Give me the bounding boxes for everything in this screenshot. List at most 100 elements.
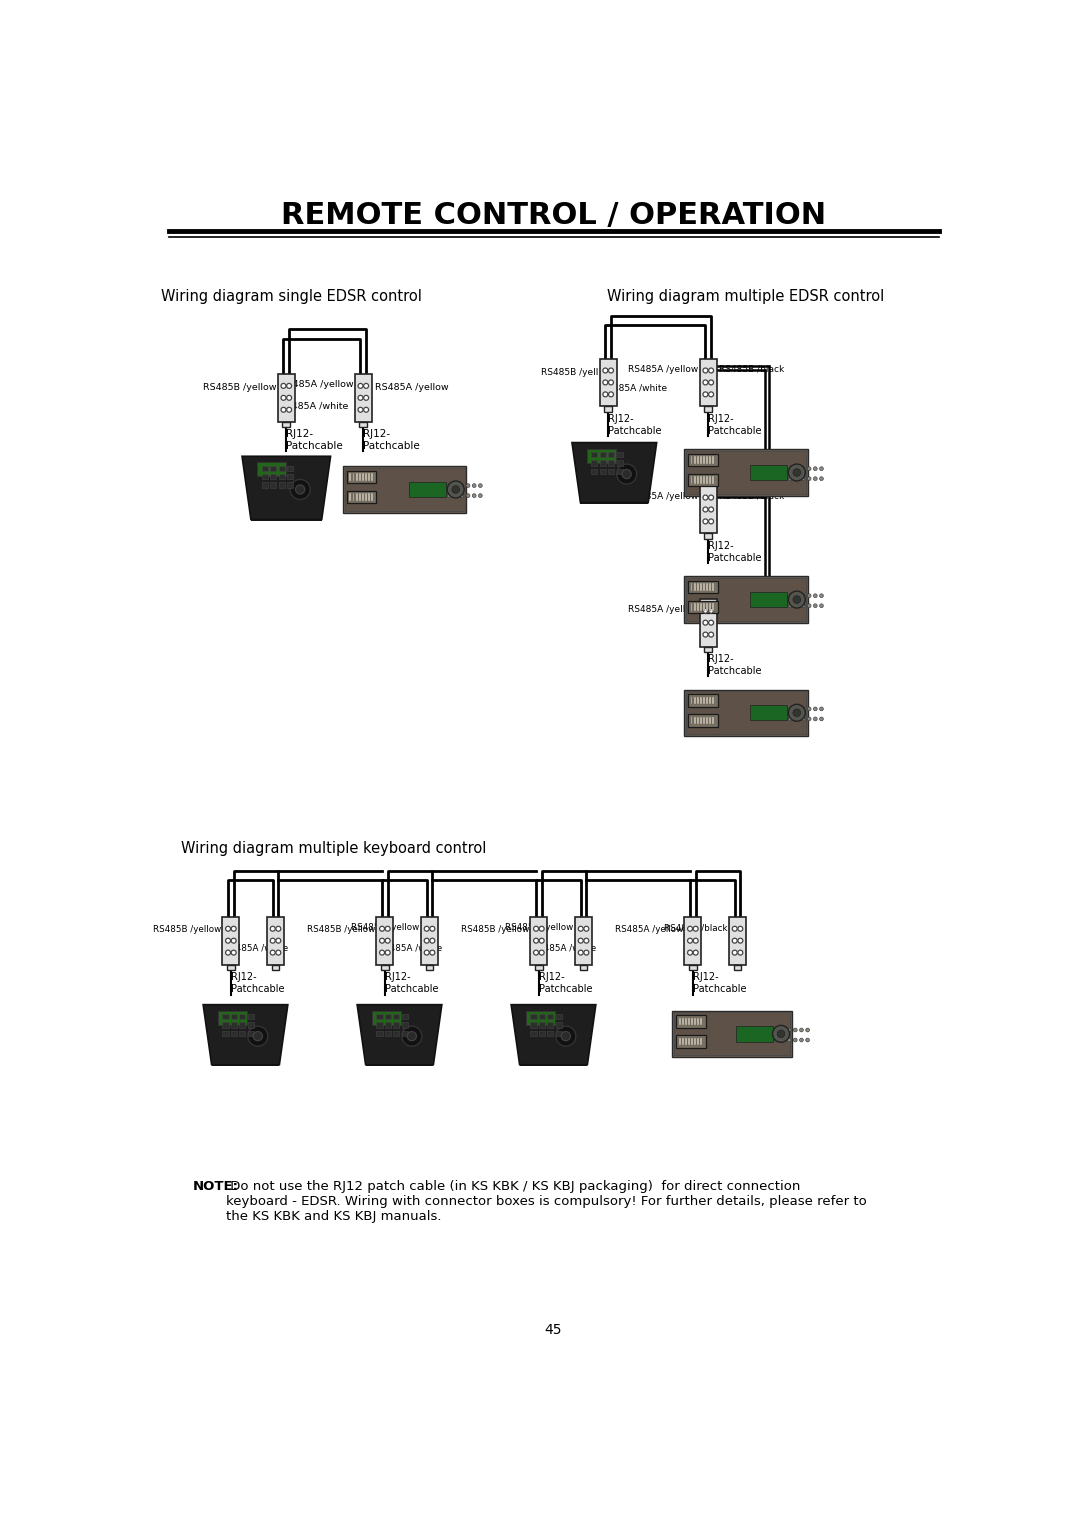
Bar bbox=[750, 592, 787, 607]
Bar bbox=[688, 601, 717, 613]
Bar bbox=[368, 473, 369, 480]
Bar bbox=[580, 964, 588, 970]
Bar bbox=[710, 476, 711, 483]
Circle shape bbox=[270, 926, 275, 932]
Circle shape bbox=[794, 1028, 797, 1032]
Text: RS485A /white: RS485A /white bbox=[224, 942, 288, 952]
Circle shape bbox=[708, 608, 714, 613]
Bar bbox=[700, 485, 717, 534]
Text: Wiring diagram single EDSR control: Wiring diagram single EDSR control bbox=[161, 290, 422, 305]
Bar bbox=[712, 604, 714, 612]
Text: RS485B /yellow: RS485B /yellow bbox=[460, 924, 529, 933]
Bar bbox=[689, 964, 697, 970]
Bar bbox=[690, 476, 692, 483]
Circle shape bbox=[286, 395, 292, 400]
Circle shape bbox=[738, 926, 743, 932]
Bar bbox=[608, 461, 615, 465]
Bar bbox=[377, 1022, 382, 1028]
Circle shape bbox=[424, 938, 429, 942]
Bar bbox=[247, 1031, 254, 1035]
Circle shape bbox=[708, 506, 714, 512]
Circle shape bbox=[562, 1031, 570, 1040]
Bar bbox=[676, 1035, 705, 1048]
Circle shape bbox=[738, 938, 743, 942]
Text: RJ12-
Patchcable: RJ12- Patchcable bbox=[286, 430, 343, 451]
Bar bbox=[729, 917, 746, 964]
Bar bbox=[231, 1014, 237, 1019]
Bar bbox=[710, 604, 711, 612]
Bar bbox=[377, 1014, 382, 1019]
Circle shape bbox=[778, 1029, 785, 1037]
Circle shape bbox=[478, 494, 483, 497]
Circle shape bbox=[793, 709, 800, 717]
Text: Wiring diagram multiple EDSR control: Wiring diagram multiple EDSR control bbox=[607, 290, 885, 305]
Bar bbox=[362, 493, 364, 502]
Bar bbox=[355, 473, 357, 480]
Text: RS485B /yellow: RS485B /yellow bbox=[152, 924, 220, 933]
Bar bbox=[548, 1022, 553, 1028]
Circle shape bbox=[703, 518, 707, 525]
Bar bbox=[347, 471, 377, 483]
Bar bbox=[556, 1022, 562, 1028]
Text: REMOTE CONTROL / OPERATION: REMOTE CONTROL / OPERATION bbox=[281, 201, 826, 230]
Circle shape bbox=[788, 477, 793, 480]
Bar bbox=[691, 1037, 693, 1046]
Bar bbox=[733, 964, 741, 970]
Bar bbox=[586, 448, 616, 462]
Bar bbox=[393, 1022, 400, 1028]
Circle shape bbox=[359, 395, 363, 400]
Text: RS485B /yellow: RS485B /yellow bbox=[351, 923, 419, 932]
Bar bbox=[402, 1031, 408, 1035]
Bar bbox=[706, 584, 707, 592]
Bar bbox=[690, 697, 692, 705]
Bar bbox=[706, 476, 707, 483]
Bar bbox=[362, 473, 364, 480]
Bar bbox=[556, 1014, 562, 1019]
Bar bbox=[685, 576, 808, 622]
Bar bbox=[674, 1013, 791, 1055]
Bar bbox=[694, 1037, 696, 1046]
Circle shape bbox=[447, 494, 451, 497]
Circle shape bbox=[703, 621, 707, 625]
Circle shape bbox=[807, 593, 811, 598]
Bar bbox=[703, 456, 705, 464]
Bar bbox=[599, 451, 606, 458]
Circle shape bbox=[788, 593, 793, 598]
Bar bbox=[697, 476, 699, 483]
Circle shape bbox=[247, 1026, 268, 1046]
Bar bbox=[697, 584, 699, 592]
Text: RS485A /white: RS485A /white bbox=[378, 942, 442, 952]
Circle shape bbox=[478, 483, 483, 488]
Bar bbox=[240, 1031, 245, 1035]
Bar bbox=[384, 1031, 391, 1035]
Circle shape bbox=[603, 380, 608, 384]
Circle shape bbox=[379, 950, 384, 955]
Circle shape bbox=[781, 1039, 785, 1042]
Text: RJ12-
Patchcable: RJ12- Patchcable bbox=[708, 413, 761, 436]
Circle shape bbox=[732, 938, 738, 942]
Circle shape bbox=[703, 633, 707, 637]
Bar bbox=[212, 1061, 280, 1066]
Bar bbox=[231, 1031, 237, 1035]
Circle shape bbox=[703, 392, 707, 396]
Bar bbox=[700, 599, 717, 647]
Circle shape bbox=[795, 717, 799, 721]
Circle shape bbox=[807, 717, 811, 721]
Circle shape bbox=[226, 926, 230, 932]
Circle shape bbox=[788, 592, 806, 608]
Bar bbox=[591, 461, 597, 465]
Circle shape bbox=[275, 938, 281, 942]
Circle shape bbox=[584, 938, 589, 942]
Circle shape bbox=[430, 950, 435, 955]
Bar bbox=[227, 964, 234, 970]
Bar bbox=[393, 1031, 400, 1035]
Bar bbox=[685, 450, 808, 496]
Bar bbox=[366, 1061, 433, 1066]
Text: RS485A /yellow: RS485A /yellow bbox=[627, 364, 699, 374]
Circle shape bbox=[708, 518, 714, 525]
Bar bbox=[365, 493, 367, 502]
Circle shape bbox=[231, 926, 237, 932]
Bar bbox=[222, 1022, 229, 1028]
Text: RS485B /yellow: RS485B /yellow bbox=[307, 924, 375, 933]
Bar bbox=[591, 451, 597, 458]
